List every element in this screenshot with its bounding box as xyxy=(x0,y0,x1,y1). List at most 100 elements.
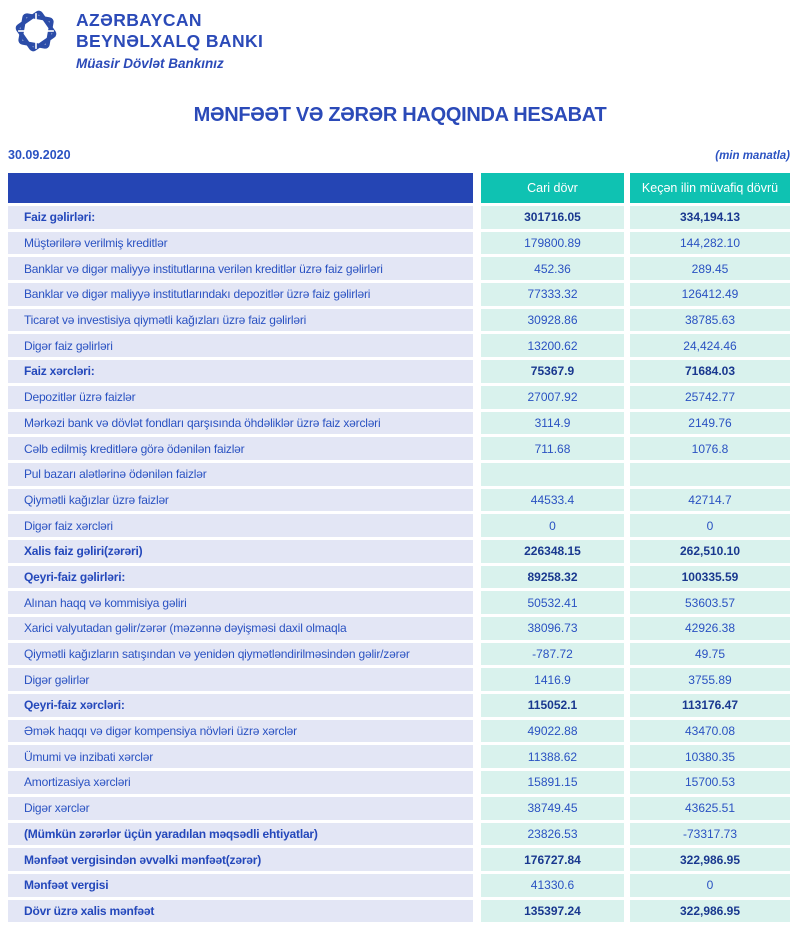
table-row: Alınan haqq və kommisiya gəliri 50532.41… xyxy=(8,591,790,614)
row-label: Digər gəlirlər xyxy=(8,668,473,692)
row-previous-value: 38785.63 xyxy=(630,308,790,332)
row-label: Amortizasiya xərcləri xyxy=(8,771,473,794)
table-header-row: Cari dövr Keçən ilin müvafiq dövrü xyxy=(8,173,790,203)
row-previous-value: 144,282.10 xyxy=(630,231,790,255)
row-current-value: 38749.45 xyxy=(481,796,624,820)
row-label: Qeyri-faiz xərcləri: xyxy=(8,694,473,717)
table-row: Mərkəzi bank və dövlət fondları qarşısın… xyxy=(8,411,790,435)
row-current-value: 13200.62 xyxy=(481,334,624,358)
row-current-value: 44533.4 xyxy=(481,488,624,512)
row-label: Dövr üzrə xalis mənfəət xyxy=(8,899,473,923)
table-row: Dövr üzrə xalis mənfəət 135397.24 322,98… xyxy=(8,899,790,923)
row-previous-value: 43470.08 xyxy=(630,719,790,743)
table-row: Digər xərclər 38749.45 43625.51 xyxy=(8,796,790,820)
report-date: 30.09.2020 xyxy=(8,148,71,162)
table-row: Digər faiz xərcləri 0 0 xyxy=(8,514,790,537)
row-current-value: 176727.84 xyxy=(481,848,624,871)
row-current-value: 41330.6 xyxy=(481,873,624,897)
row-previous-value: 24,424.46 xyxy=(630,334,790,358)
header-label-cell xyxy=(8,173,473,203)
row-previous-value: 0 xyxy=(630,514,790,537)
row-current-value: 23826.53 xyxy=(481,822,624,846)
row-previous-value: 10380.35 xyxy=(630,745,790,769)
table-row: Depozitlər üzrə faizlər 27007.92 25742.7… xyxy=(8,385,790,409)
row-current-value: 49022.88 xyxy=(481,719,624,743)
row-label: Mənfəət vergisi xyxy=(8,873,473,897)
table-row: Qiymətli kağızlar üzrə faizlər 44533.4 4… xyxy=(8,488,790,512)
row-previous-value: 322,986.95 xyxy=(630,848,790,871)
row-previous-value: 1076.8 xyxy=(630,437,790,460)
row-label: Cəlb edilmiş kreditlərə görə ödənilən fa… xyxy=(8,437,473,460)
row-current-value: 11388.62 xyxy=(481,745,624,769)
row-current-value: 15891.15 xyxy=(481,771,624,794)
table-row: Qeyri-faiz xərcləri: 115052.1 113176.47 xyxy=(8,694,790,717)
row-previous-value: 100335.59 xyxy=(630,565,790,589)
row-label: Xarici valyutadan gəlir/zərər (məzənnə d… xyxy=(8,617,473,640)
row-label: Digər faiz gəlirləri xyxy=(8,334,473,358)
row-label: Qeyri-faiz gəlirləri: xyxy=(8,565,473,589)
table-row: Cəlb edilmiş kreditlərə görə ödənilən fa… xyxy=(8,437,790,460)
row-label: Müştərilərə verilmiş kreditlər xyxy=(8,231,473,255)
row-previous-value: -73317.73 xyxy=(630,822,790,846)
row-label: Ticarət və investisiya qiymətli kağızlar… xyxy=(8,308,473,332)
brand-text: AZƏRBAYCAN BEYNƏLXALQ BANKI Müasir Dövlə… xyxy=(76,5,263,71)
row-current-value: 75367.9 xyxy=(481,360,624,383)
row-label: Banklar və digər maliyyə institutlarına … xyxy=(8,257,473,281)
row-previous-value: 334,194.13 xyxy=(630,206,790,229)
row-previous-value: 2149.76 xyxy=(630,411,790,435)
row-current-value: 77333.32 xyxy=(481,283,624,306)
header-previous-period: Keçən ilin müvafiq dövrü xyxy=(630,173,790,203)
row-previous-value: 49.75 xyxy=(630,642,790,666)
row-current-value: 301716.05 xyxy=(481,206,624,229)
table-row: Qeyri-faiz gəlirləri: 89258.32 100335.59 xyxy=(8,565,790,589)
row-current-value: 711.68 xyxy=(481,437,624,460)
row-current-value xyxy=(481,462,624,486)
row-current-value: 452.36 xyxy=(481,257,624,281)
row-previous-value: 289.45 xyxy=(630,257,790,281)
table-row: Digər gəlirlər 1416.9 3755.89 xyxy=(8,668,790,692)
row-previous-value: 25742.77 xyxy=(630,385,790,409)
table-row: Faiz xərcləri: 75367.9 71684.03 xyxy=(8,360,790,383)
row-previous-value: 53603.57 xyxy=(630,591,790,614)
row-previous-value: 126412.49 xyxy=(630,283,790,306)
row-previous-value: 42714.7 xyxy=(630,488,790,512)
table-row: Qiymətli kağızların satışından və yenidə… xyxy=(8,642,790,666)
row-label: Faiz xərcləri: xyxy=(8,360,473,383)
bank-slogan: Müasir Dövlət Bankınız xyxy=(76,56,224,71)
brand-header: AZƏRBAYCAN BEYNƏLXALQ BANKI Müasir Dövlə… xyxy=(10,5,263,71)
row-label: Digər faiz xərcləri xyxy=(8,514,473,537)
row-label: Əmək haqqı və digər kompensiya növləri ü… xyxy=(8,719,473,743)
row-label: Digər xərclər xyxy=(8,796,473,820)
bank-name-line1: AZƏRBAYCAN xyxy=(76,10,202,30)
row-previous-value: 262,510.10 xyxy=(630,539,790,563)
table-row: Müştərilərə verilmiş kreditlər 179800.89… xyxy=(8,231,790,255)
pnl-table: Cari dövr Keçən ilin müvafiq dövrü Faiz … xyxy=(8,173,790,925)
row-previous-value: 42926.38 xyxy=(630,617,790,640)
table-row: Digər faiz gəlirləri 13200.62 24,424.46 xyxy=(8,334,790,358)
row-current-value: -787.72 xyxy=(481,642,624,666)
page-title: MƏNFƏƏT VƏ ZƏRƏR HAQQINDA HESABAT xyxy=(193,104,607,126)
table-row: Mənfəət vergisindən əvvəlki mənfəət(zərə… xyxy=(8,848,790,871)
row-label: Mərkəzi bank və dövlət fondları qarşısın… xyxy=(8,411,473,435)
row-label: Banklar və digər maliyyə institutlarında… xyxy=(8,283,473,306)
row-label: Mənfəət vergisindən əvvəlki mənfəət(zərə… xyxy=(8,848,473,871)
row-current-value: 50532.41 xyxy=(481,591,624,614)
row-previous-value xyxy=(630,462,790,486)
table-row: Əmək haqqı və digər kompensiya növləri ü… xyxy=(8,719,790,743)
table-row: Faiz gəlirləri: 301716.05 334,194.13 xyxy=(8,206,790,229)
row-current-value: 30928.86 xyxy=(481,308,624,332)
row-previous-value: 0 xyxy=(630,873,790,897)
header-current-period: Cari dövr xyxy=(481,173,624,203)
table-row: Amortizasiya xərcləri 15891.15 15700.53 xyxy=(8,771,790,794)
table-row: Ümumi və inzibati xərclər 11388.62 10380… xyxy=(8,745,790,769)
table-body: Faiz gəlirləri: 301716.05 334,194.13 Müş… xyxy=(8,206,790,923)
row-current-value: 226348.15 xyxy=(481,539,624,563)
row-previous-value: 71684.03 xyxy=(630,360,790,383)
row-current-value: 27007.92 xyxy=(481,385,624,409)
row-current-value: 3114.9 xyxy=(481,411,624,435)
table-row: Banklar və digər maliyyə institutlarında… xyxy=(8,283,790,306)
row-label: Pul bazarı alətlərinə ödənilən faizlər xyxy=(8,462,473,486)
row-current-value: 179800.89 xyxy=(481,231,624,255)
row-label: Depozitlər üzrə faizlər xyxy=(8,385,473,409)
row-label: Qiymətli kağızların satışından və yenidə… xyxy=(8,642,473,666)
